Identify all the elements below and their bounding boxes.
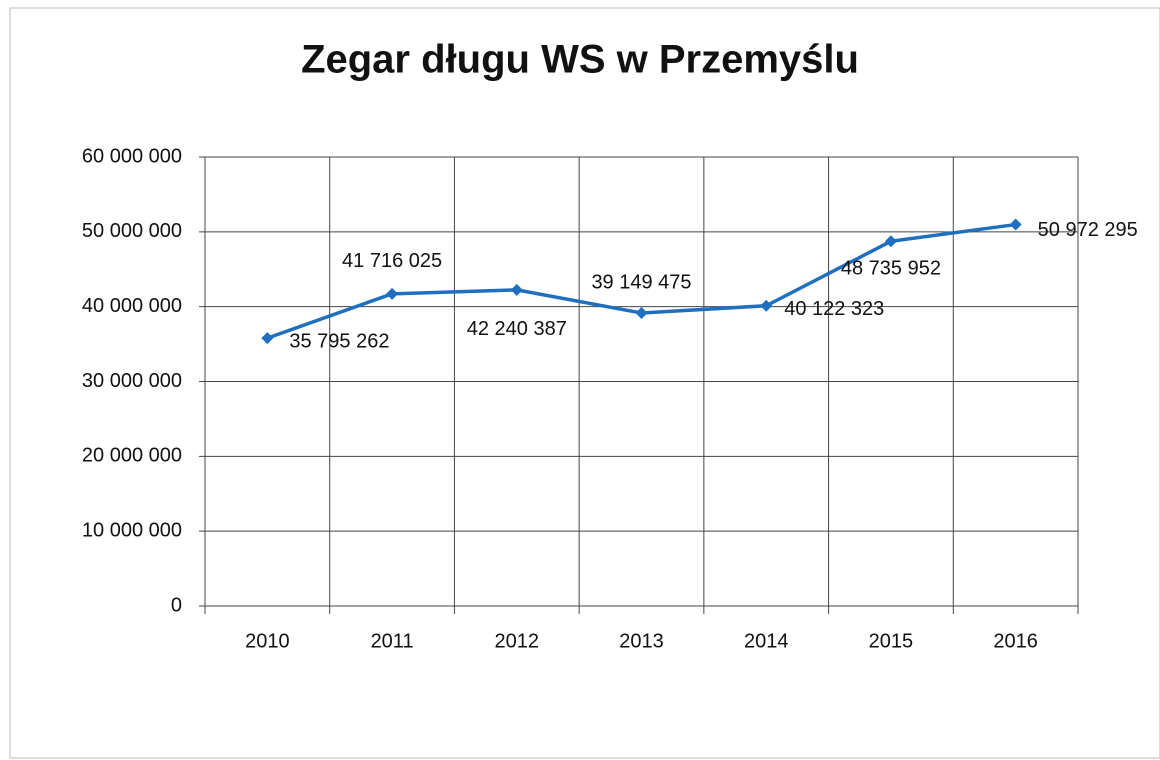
y-tick-label: 40 000 000: [82, 295, 182, 317]
marker: [760, 299, 773, 312]
data-label: 35 795 262: [289, 330, 389, 352]
marker: [261, 332, 274, 345]
y-tick-label: 0: [171, 594, 182, 616]
x-tick-label: 2012: [495, 630, 540, 652]
x-tick-label: 2016: [993, 630, 1038, 652]
marker: [386, 287, 399, 300]
y-tick-label: 30 000 000: [82, 370, 182, 392]
y-tick-label: 20 000 000: [82, 445, 182, 467]
data-label: 50 972 295: [1038, 219, 1138, 241]
y-tick-label: 50 000 000: [82, 220, 182, 242]
marker: [635, 307, 648, 320]
chart-frame: [9, 7, 1160, 759]
chart-title: Zegar długu WS w Przemyślu: [301, 38, 859, 82]
x-tick-label: 2015: [869, 630, 914, 652]
data-label: 42 240 387: [467, 318, 567, 340]
data-label: 39 149 475: [591, 271, 691, 293]
x-tick-label: 2013: [619, 630, 664, 652]
x-tick-label: 2014: [744, 630, 789, 652]
y-tick-label: 60 000 000: [82, 145, 182, 167]
data-label: 48 735 952: [841, 258, 941, 280]
x-tick-label: 2011: [371, 630, 414, 652]
y-tick-label: 10 000 000: [82, 519, 182, 541]
data-label: 40 122 323: [784, 298, 884, 320]
marker: [510, 283, 523, 296]
marker: [1009, 218, 1022, 231]
data-label: 41 716 025: [342, 250, 442, 272]
x-tick-label: 2010: [245, 630, 290, 652]
marker: [884, 235, 897, 248]
